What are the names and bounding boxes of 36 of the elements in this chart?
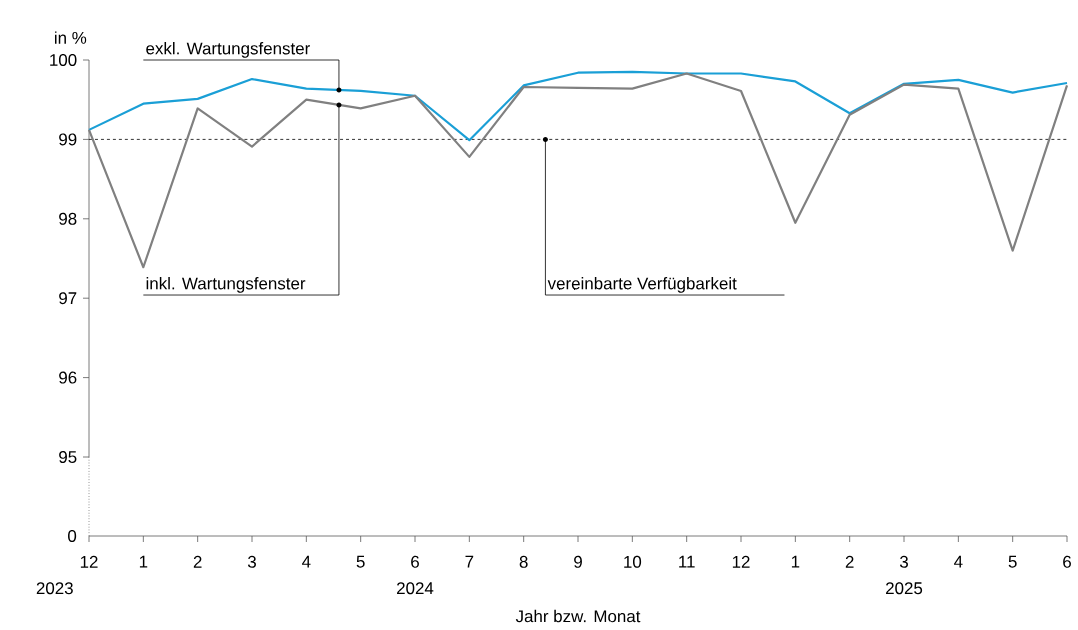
- x-tick-label: 1: [139, 555, 148, 568]
- text: 2023: [36, 582, 73, 595]
- y-tick-label: 98: [59, 212, 77, 225]
- y-tick-label: 99: [59, 133, 77, 146]
- y-tick-label: 95: [59, 451, 77, 463]
- x-tick-label: 1: [791, 555, 800, 568]
- x-tick-label: 4: [302, 555, 311, 568]
- y-tick-label: 100: [50, 54, 77, 66]
- x-tick-label: 3: [247, 555, 256, 568]
- y-tick-label: 96: [59, 371, 77, 384]
- x-tick-label: 4: [954, 555, 963, 568]
- text: 2025: [886, 582, 923, 595]
- x-axis-title: Jahr bzw. Monat: [515, 609, 641, 623]
- series-label: inkl. Wartungsfenster: [146, 277, 306, 293]
- x-tick-label: 5: [356, 555, 365, 568]
- line-series: [87, 72, 1069, 269]
- x-tick-label: 3: [899, 555, 908, 568]
- line-series: [87, 70, 1069, 142]
- x-tick-label: 6: [411, 555, 419, 568]
- text: 2024: [397, 582, 434, 595]
- y-axis-title: in %: [55, 31, 87, 44]
- x-tick-label: 6: [1063, 555, 1071, 568]
- y-tick-label: 97: [59, 292, 77, 305]
- x-tick-label: 12: [732, 555, 750, 568]
- x-tick-label: 5: [1008, 555, 1017, 568]
- x-tick-label: 12: [80, 555, 98, 568]
- ref-line-label: vereinbarte Verfügbarkeit: [547, 277, 737, 293]
- x-tick-label: 7: [465, 555, 474, 568]
- x-tick-label: 11: [679, 555, 695, 568]
- x-tick-label: 10: [624, 555, 642, 568]
- text: 0: [68, 530, 77, 542]
- series-label: exkl. Wartungsfenster: [146, 42, 310, 58]
- x-tick-label: 9: [574, 555, 582, 568]
- x-tick-label: 2: [845, 555, 854, 568]
- x-tick-label: 8: [519, 555, 528, 568]
- x-tick-label: 2: [193, 555, 202, 568]
